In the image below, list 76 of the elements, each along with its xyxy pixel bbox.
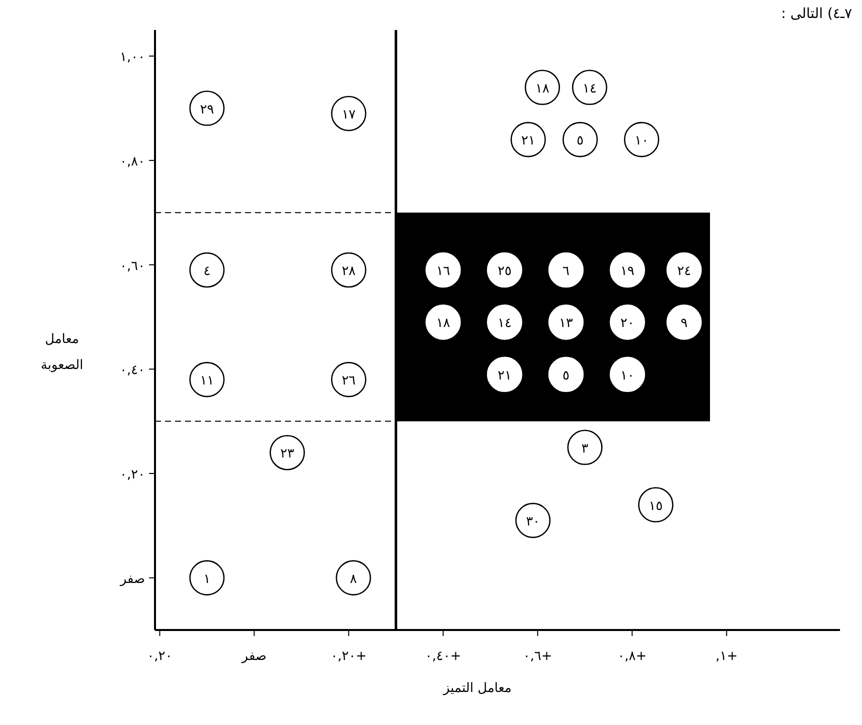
- point: [548, 356, 584, 392]
- x-tick-label: صفر: [240, 649, 267, 664]
- x-tick-label: ٠,٢٠: [147, 649, 172, 664]
- y-tick-label: ٠,٨٠: [120, 154, 145, 170]
- point: [331, 362, 366, 398]
- annotation: ١٠: [634, 134, 649, 149]
- point: [189, 252, 225, 288]
- point: [189, 90, 225, 126]
- annotation: ٤: [203, 264, 210, 279]
- annotation: ٦: [562, 264, 570, 279]
- x-tick-label: +٠,٢٠: [330, 649, 367, 664]
- point: [610, 304, 646, 340]
- point: [426, 252, 461, 288]
- annotation: ٢٣: [280, 446, 294, 462]
- annotation: ١٤: [582, 81, 597, 96]
- annotation: ٢٨: [342, 264, 356, 279]
- point: [515, 502, 551, 538]
- x-axis-title: معامل التميز: [442, 681, 512, 696]
- point: [610, 356, 646, 392]
- y-tick-label: ١,٠٠: [120, 50, 145, 66]
- point: [336, 560, 372, 596]
- annotation: ٣٠: [526, 514, 540, 530]
- annotation: ٥: [576, 134, 584, 149]
- point: [331, 252, 366, 288]
- annotation: ٢٦: [342, 374, 356, 389]
- annotation: ١٩: [620, 264, 634, 279]
- annotation: ١٧: [342, 107, 356, 122]
- point: [666, 252, 702, 288]
- y-tick-label: ٠,٤٠: [120, 363, 145, 378]
- point: [486, 252, 522, 288]
- point: [189, 362, 225, 398]
- annotation: ٩: [680, 316, 688, 332]
- x-tick-label: +١,: [716, 649, 738, 664]
- x-tick-label: +٠,٨: [618, 649, 647, 664]
- point: [524, 70, 560, 106]
- annotation: ٢٥: [498, 264, 512, 279]
- y-axis-title: معامل الصعوبة: [40, 332, 84, 374]
- point: [562, 122, 598, 158]
- annotation: ٢١: [498, 368, 512, 384]
- y-tick-label: صفر: [119, 572, 145, 587]
- point: [189, 560, 225, 596]
- point: [624, 122, 660, 158]
- annotation: ١٤: [498, 316, 512, 332]
- annotation: ١٠: [620, 368, 634, 384]
- annotation: ٨: [350, 572, 357, 587]
- point: [638, 487, 674, 522]
- annotation: ١٥: [648, 498, 663, 514]
- point: [548, 304, 584, 340]
- point: [270, 434, 305, 470]
- y-tick-label: ٠,٦٠: [120, 258, 145, 274]
- annotation: ١١: [200, 374, 214, 389]
- point: [486, 304, 522, 340]
- x-tick-label: +٠,٤٠: [425, 649, 462, 664]
- x-tick-label: +٠,٦: [523, 649, 552, 664]
- point: [666, 304, 702, 340]
- point: [486, 356, 522, 392]
- annotation: ٥: [562, 368, 570, 384]
- annotation: ٣: [581, 441, 588, 456]
- annotation: ١٨: [535, 81, 550, 96]
- point: [510, 122, 546, 158]
- point: [610, 252, 646, 288]
- annotation: ٢٩: [200, 102, 214, 118]
- point: [426, 304, 461, 340]
- point: [567, 430, 603, 466]
- point: [572, 70, 608, 106]
- annotation: ٢٤: [677, 264, 692, 279]
- annotation: ١٨: [436, 316, 450, 332]
- annotation: ١٣: [559, 316, 573, 332]
- y-tick-label: ٠,٢٠: [120, 467, 145, 482]
- annotation: ١: [203, 572, 210, 587]
- point: [548, 252, 584, 288]
- annotation: ٢٠: [620, 316, 634, 332]
- annotation: ٢١: [521, 134, 536, 149]
- text: ٧ـ٤) التالى :: [781, 6, 852, 22]
- point: [331, 96, 366, 132]
- annotation: ١٦: [436, 264, 450, 279]
